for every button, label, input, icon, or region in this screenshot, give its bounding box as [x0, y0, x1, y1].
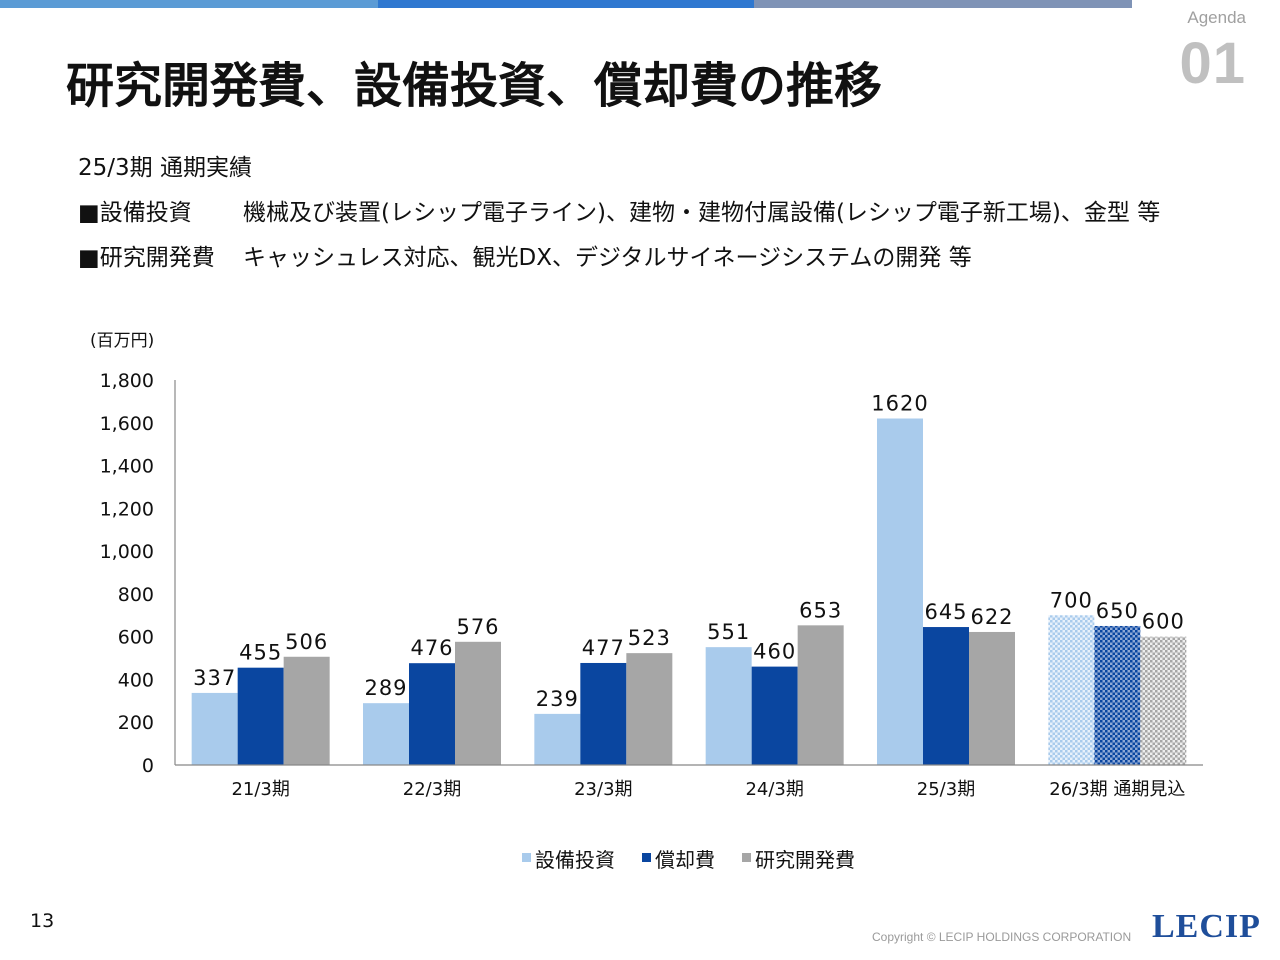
- data-label: 289: [364, 676, 407, 700]
- legend-label: 研究開発費: [755, 848, 855, 872]
- summary-item-label: ■設備投資: [78, 200, 192, 226]
- x-tick-label: 23/3期: [574, 779, 632, 800]
- bar: [363, 703, 409, 765]
- copyright-text: Copyright © LECIP HOLDINGS CORPORATION: [872, 930, 1132, 944]
- agenda-number: 01: [1179, 31, 1246, 96]
- bar: [969, 631, 1015, 765]
- summary-item: ■研究開発費 キャッシュレス対応、観光DX、デジタルサイネージシステムの開発 等: [78, 238, 972, 272]
- x-tick-label: 24/3期: [745, 779, 803, 800]
- bar: [923, 627, 969, 765]
- y-tick-label: 1,600: [100, 413, 154, 435]
- bar-chart: (百万円) 0 200 400 600 800 1,000 1,200 1,400 1,600 1…: [90, 331, 1203, 872]
- y-tick-label: 800: [118, 584, 154, 606]
- data-label: 239: [536, 687, 579, 711]
- y-unit-label: (百万円): [90, 331, 154, 351]
- bar: [705, 647, 752, 765]
- y-tick-label: 1,200: [100, 498, 154, 520]
- summary-item-text: キャッシュレス対応、観光DX、デジタルサイネージシステムの開発 等: [243, 245, 972, 271]
- agenda-label: Agenda: [1187, 8, 1246, 27]
- y-tick-label: 1,800: [100, 370, 154, 392]
- legend-label: 設備投資: [535, 848, 615, 872]
- page-title: 研究開発費、設備投資、償却費の推移: [66, 58, 883, 114]
- company-logo: LECIP: [1152, 908, 1261, 945]
- bar: [455, 641, 501, 765]
- data-label: 700: [1050, 588, 1093, 612]
- bar: [409, 663, 455, 765]
- data-label: 653: [799, 598, 842, 622]
- data-label: 650: [1096, 599, 1139, 623]
- y-tick-label: 400: [118, 669, 154, 691]
- bar: [191, 692, 238, 765]
- data-label: 622: [970, 605, 1013, 629]
- summary-item-text: 機械及び装置(レシップ電子ライン)、建物・建物付属設備(レシップ電子新工場)、金…: [243, 200, 1161, 226]
- bar: [797, 625, 844, 765]
- legend-swatch: [642, 853, 651, 862]
- data-label: 477: [582, 636, 625, 660]
- header-bar-segment: [754, 0, 1132, 8]
- data-label: 523: [628, 626, 671, 650]
- data-label: 337: [193, 666, 236, 690]
- y-tick-label: 0: [142, 755, 154, 777]
- data-label: 576: [456, 615, 499, 639]
- y-tick-label: 600: [118, 627, 154, 649]
- bar: [751, 666, 798, 765]
- bar: [877, 418, 923, 765]
- bar: [283, 656, 330, 765]
- data-label: 476: [410, 636, 453, 660]
- data-label: 455: [239, 641, 282, 665]
- x-tick-label: 22/3期: [403, 779, 461, 800]
- summary-item: ■設備投資 機械及び装置(レシップ電子ライン)、建物・建物付属設備(レシップ電子新…: [78, 193, 1160, 227]
- summary-period: 25/3期 通期実績: [78, 155, 252, 181]
- legend-swatch: [522, 853, 531, 862]
- data-label: 460: [753, 640, 796, 664]
- page-number: 13: [30, 910, 55, 932]
- legend-swatch: [742, 853, 751, 862]
- y-tick-label: 1,000: [100, 541, 154, 563]
- bar: [237, 667, 284, 765]
- data-label: 645: [924, 600, 967, 624]
- y-tick-label: 200: [118, 712, 154, 734]
- legend-label: 償却費: [655, 848, 715, 872]
- header-bar-segment: [378, 0, 754, 8]
- data-label: 600: [1142, 610, 1185, 634]
- bar: [580, 662, 627, 765]
- x-tick-label: 25/3期: [917, 779, 975, 800]
- bar: [1094, 625, 1141, 765]
- data-label: 1620: [871, 392, 928, 416]
- bar: [534, 713, 581, 765]
- bar: [626, 653, 673, 765]
- bar: [1048, 615, 1095, 765]
- x-tick-label: 21/3期: [231, 779, 289, 800]
- bar: [1140, 636, 1187, 765]
- data-label: 551: [707, 620, 750, 644]
- y-tick-label: 1,400: [100, 456, 154, 478]
- summary-item-label: ■研究開発費: [78, 245, 215, 271]
- header-bar-segment: [0, 0, 378, 8]
- x-tick-label: 26/3期 通期見込: [1049, 779, 1185, 800]
- data-label: 506: [285, 630, 328, 654]
